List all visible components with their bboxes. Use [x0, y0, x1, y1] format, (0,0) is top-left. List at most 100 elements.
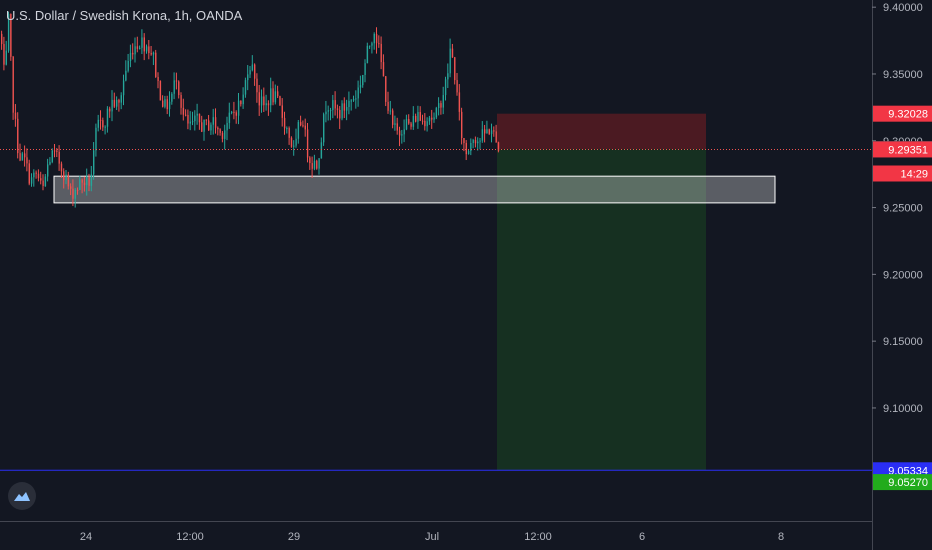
x-tick-label: 6: [639, 531, 645, 543]
candle-body: [300, 122, 302, 126]
candle-body: [33, 172, 35, 178]
candle-body: [164, 99, 166, 107]
tradingview-logo-icon[interactable]: [8, 482, 36, 510]
candle-body: [145, 46, 148, 52]
candle-body: [12, 56, 14, 113]
price-axis-label-bg: [873, 474, 932, 491]
candle-body: [444, 79, 447, 96]
candle-body: [109, 108, 111, 112]
candle-body: [306, 129, 309, 158]
candle-body: [479, 140, 481, 142]
candle-body: [369, 45, 371, 47]
y-tick-label: 9.25000: [883, 203, 923, 215]
price-axis-label-bg: [873, 141, 932, 158]
candle-body: [357, 87, 359, 99]
candle-body: [90, 174, 93, 186]
candle-body: [378, 43, 380, 45]
candle-body: [208, 120, 210, 131]
candle-body: [297, 122, 300, 139]
price-axis-label: 9.29351: [888, 144, 928, 156]
candle-body: [348, 100, 350, 108]
candle-body: [42, 180, 44, 186]
candle-body: [260, 96, 263, 106]
candle-body: [237, 100, 240, 116]
candle-body: [37, 173, 40, 179]
candle-body: [122, 80, 125, 96]
candle-body: [470, 142, 472, 152]
candle-body: [95, 127, 97, 151]
x-tick-label: 12:00: [176, 531, 204, 543]
candle-body: [47, 164, 49, 177]
candle-body: [272, 88, 274, 103]
price-axis-label-bg: [873, 165, 932, 182]
candle-body: [171, 93, 173, 102]
candle-body: [194, 115, 196, 122]
candle-body: [139, 47, 141, 49]
candle-body: [428, 117, 431, 122]
stop-loss-zone: [497, 113, 706, 150]
candle-body: [30, 177, 33, 184]
candle-body: [235, 112, 237, 116]
candle-body: [316, 160, 318, 169]
candle-body: [157, 76, 159, 81]
candle-body: [65, 174, 67, 181]
candle-body: [226, 122, 228, 131]
candle-body: [332, 100, 334, 111]
candle-body: [279, 96, 281, 106]
y-tick-label: 9.20000: [883, 269, 923, 281]
candle-body: [118, 99, 120, 103]
candle-body: [481, 129, 484, 141]
candle-body: [72, 188, 74, 199]
x-tick-label: 24: [80, 531, 92, 543]
candle-body: [210, 124, 212, 131]
candle-body: [63, 171, 65, 181]
candle-body: [323, 114, 325, 143]
candle-body: [185, 114, 187, 116]
candle-body: [70, 186, 72, 189]
candle-body: [493, 130, 495, 132]
candle-body: [438, 103, 440, 109]
y-tick-label: 9.35000: [883, 69, 923, 81]
candle-body: [205, 119, 208, 121]
candle-body: [277, 91, 279, 97]
candle-body: [97, 119, 99, 128]
candle-body: [191, 121, 194, 123]
candle-body: [325, 111, 327, 115]
candle-body: [408, 119, 410, 124]
candle-body: [21, 153, 24, 161]
candle-body: [490, 130, 493, 134]
candle-body: [233, 111, 235, 113]
candle-body: [189, 121, 191, 124]
candle-body: [93, 150, 95, 175]
candle-body: [472, 139, 474, 143]
candle-body: [187, 114, 189, 124]
candle-body: [456, 80, 458, 93]
candle-body: [182, 107, 185, 115]
candle-body: [173, 80, 175, 94]
candle-body: [474, 139, 477, 144]
candle-body: [28, 163, 30, 184]
candle-body: [435, 108, 438, 118]
candle-body: [17, 118, 19, 154]
candle-body: [454, 57, 456, 81]
candle-body: [433, 117, 435, 120]
candle-body: [320, 142, 323, 159]
candle-body: [352, 99, 355, 101]
candle-body: [242, 94, 244, 105]
candle-body: [14, 112, 17, 119]
candle-body: [113, 99, 116, 107]
candle-body: [426, 121, 428, 127]
candle-body: [26, 157, 28, 164]
candle-body: [7, 14, 10, 51]
candle-body: [74, 189, 76, 199]
candle-body: [120, 95, 122, 103]
candle-body: [102, 120, 104, 128]
candle-body: [217, 127, 219, 130]
candle-body: [339, 109, 341, 119]
candle-body: [341, 103, 343, 119]
price-axis-label: 14:29: [900, 168, 928, 180]
candle-body: [334, 100, 336, 109]
candle-body: [83, 182, 86, 186]
